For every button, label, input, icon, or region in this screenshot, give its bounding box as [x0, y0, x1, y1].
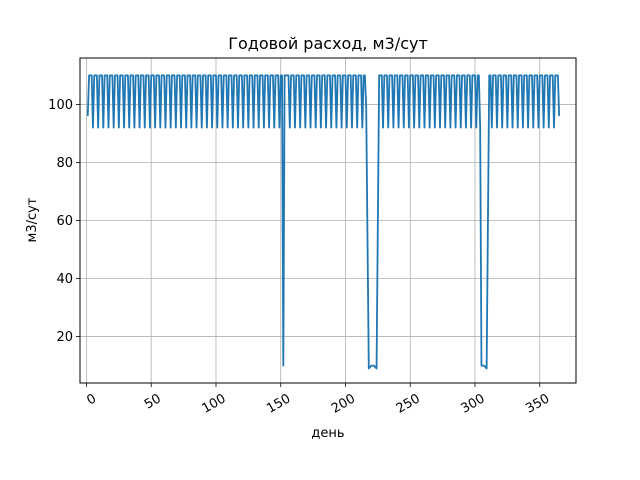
series-line: [86, 74, 561, 370]
y-tick-label: 20: [56, 330, 73, 345]
y-tick-label: 60: [56, 214, 73, 229]
y-tick-label: 40: [56, 272, 73, 287]
x-axis-label: день: [311, 426, 344, 441]
x-tick-label: 50: [142, 391, 164, 412]
y-tick-label: 80: [56, 156, 73, 171]
chart-title: Годовой расход, м3/сут: [228, 34, 428, 53]
y-tick-label: 100: [48, 98, 73, 113]
grid-lines: [80, 58, 576, 383]
y-axis-label: м3/сут: [25, 197, 40, 242]
y-axis-ticks: 20 40 60 80 100: [48, 98, 80, 345]
